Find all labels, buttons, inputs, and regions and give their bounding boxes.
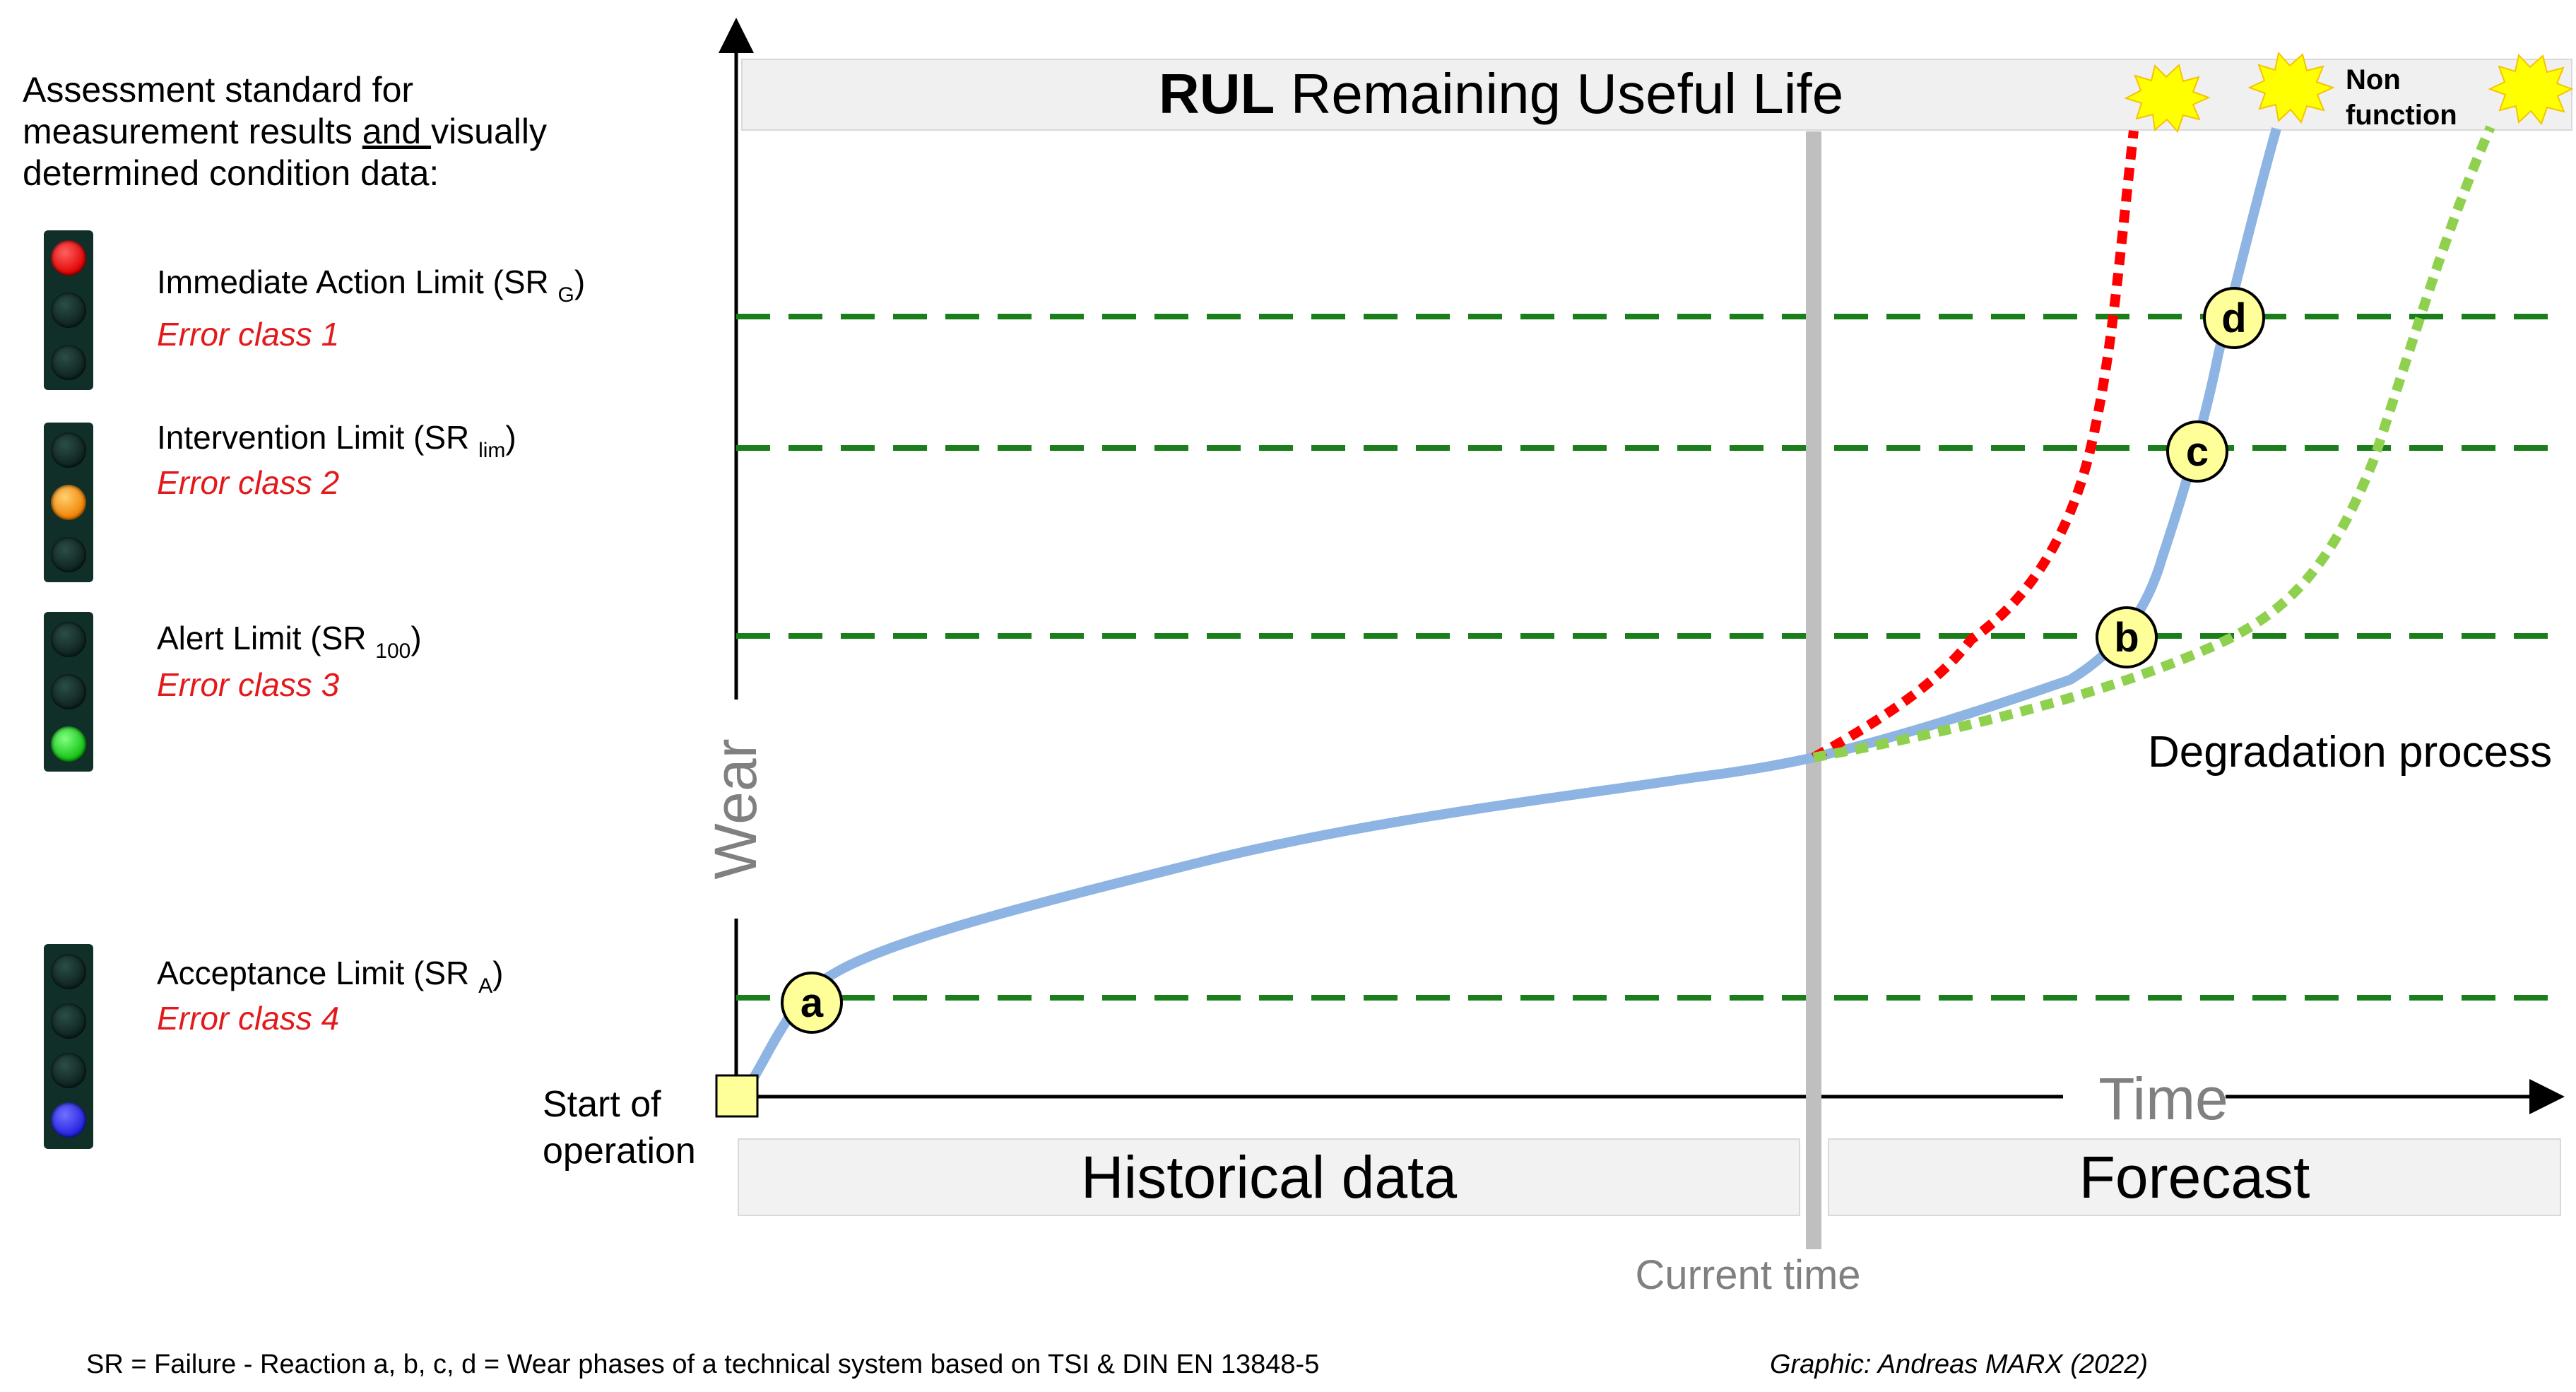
marker-a-label: a bbox=[800, 980, 824, 1026]
marker-b-label: b bbox=[2114, 615, 2139, 661]
slow-degradation-curve bbox=[1812, 125, 2495, 762]
degradation-label: Degradation process bbox=[2148, 728, 2552, 777]
off-lamp-icon bbox=[51, 674, 86, 709]
limit-subscript: A bbox=[478, 974, 493, 998]
off-lamp-icon bbox=[51, 954, 86, 989]
marker-a bbox=[781, 972, 843, 1034]
limit-text: Acceptance Limit (SR bbox=[157, 955, 479, 991]
title-rest: Remaining Useful Life bbox=[1275, 62, 1843, 125]
off-lamp-icon bbox=[51, 1053, 86, 1088]
off-lamp-icon bbox=[51, 1003, 86, 1039]
limit-close: ) bbox=[492, 955, 504, 991]
legend-heading-part: measurement results bbox=[23, 112, 362, 151]
limit-text: Alert Limit (SR bbox=[157, 620, 376, 656]
burst-icon bbox=[2247, 51, 2335, 124]
limit-close: ) bbox=[505, 419, 516, 456]
marker-c-label: c bbox=[2186, 429, 2209, 475]
forecast-box bbox=[1828, 1138, 2561, 1216]
off-lamp-icon bbox=[51, 537, 86, 572]
limit-label-intervention: Intervention Limit (SR lim) bbox=[157, 418, 516, 462]
traffic-light-red-icon bbox=[44, 230, 93, 390]
error-class-1: Error class 1 bbox=[157, 316, 340, 353]
start-label-line1: Start of bbox=[543, 1084, 661, 1125]
footer-note: SR = Failure - Reaction a, b, c, d = Wea… bbox=[86, 1350, 1320, 1379]
marker-b bbox=[2096, 606, 2158, 668]
fast-degradation-curve bbox=[1811, 130, 2139, 762]
limit-label-acceptance: Acceptance Limit (SR A) bbox=[157, 954, 504, 998]
legend-heading-line3: determined condition data: bbox=[23, 153, 439, 193]
blue-lamp-icon bbox=[51, 1102, 86, 1138]
footer-credit: Graphic: Andreas MARX (2022) bbox=[1770, 1350, 2149, 1379]
marker-d-label: d bbox=[2221, 295, 2246, 341]
marker-c bbox=[2166, 420, 2228, 483]
limit-subscript: 100 bbox=[375, 639, 411, 663]
traffic-light-green-icon bbox=[44, 612, 93, 772]
non-function-line2: function bbox=[2346, 100, 2457, 131]
limit-text: Immediate Action Limit (SR bbox=[157, 264, 558, 300]
limit-label-immediate: Immediate Action Limit (SR G) bbox=[157, 263, 586, 307]
forecast-label: Forecast bbox=[2079, 1144, 2310, 1210]
green-lamp-icon bbox=[51, 726, 86, 762]
off-lamp-icon bbox=[51, 293, 86, 328]
start-marker bbox=[715, 1074, 759, 1118]
amber-lamp-icon bbox=[51, 485, 86, 520]
marker-d bbox=[2203, 287, 2265, 349]
off-lamp-icon bbox=[51, 432, 86, 468]
legend-heading-line1: Assessment standard for bbox=[23, 70, 414, 110]
burst-icon bbox=[2488, 53, 2574, 125]
non-function-line1: Non bbox=[2346, 64, 2401, 95]
error-class-2: Error class 2 bbox=[157, 464, 340, 501]
start-label-line2: operation bbox=[543, 1131, 696, 1172]
legend-heading-underlined: and bbox=[362, 112, 432, 151]
limit-close: ) bbox=[410, 620, 422, 656]
limit-close: ) bbox=[574, 264, 586, 300]
traffic-light-blue-icon bbox=[44, 944, 93, 1149]
y-axis-label: Wear bbox=[702, 738, 769, 879]
title-bold: RUL bbox=[1159, 62, 1275, 125]
legend-heading-part: visually bbox=[431, 112, 548, 151]
historical-box bbox=[738, 1138, 1800, 1216]
limit-label-alert: Alert Limit (SR 100) bbox=[157, 619, 422, 663]
legend-heading-line2: measurement results and visually bbox=[23, 111, 547, 153]
x-axis-label: Time bbox=[2098, 1066, 2228, 1132]
error-class-3: Error class 3 bbox=[157, 666, 340, 703]
red-lamp-icon bbox=[51, 240, 86, 276]
historical-label: Historical data bbox=[1081, 1144, 1458, 1210]
off-lamp-icon bbox=[51, 345, 86, 380]
off-lamp-icon bbox=[51, 622, 86, 657]
legend-heading: Assessment standard for measurement resu… bbox=[23, 69, 547, 194]
current-time-label: Current time bbox=[1635, 1252, 1860, 1298]
limit-text: Intervention Limit (SR bbox=[157, 419, 479, 456]
traffic-light-amber-icon bbox=[44, 423, 93, 582]
burst-icon bbox=[2124, 64, 2211, 133]
diagram-title: RUL Remaining Useful Life bbox=[1159, 62, 1843, 125]
limit-subscript: G bbox=[557, 283, 574, 307]
error-class-4: Error class 4 bbox=[157, 1000, 340, 1037]
limit-subscript: lim bbox=[478, 439, 506, 462]
degradation-curve bbox=[743, 127, 2281, 1091]
